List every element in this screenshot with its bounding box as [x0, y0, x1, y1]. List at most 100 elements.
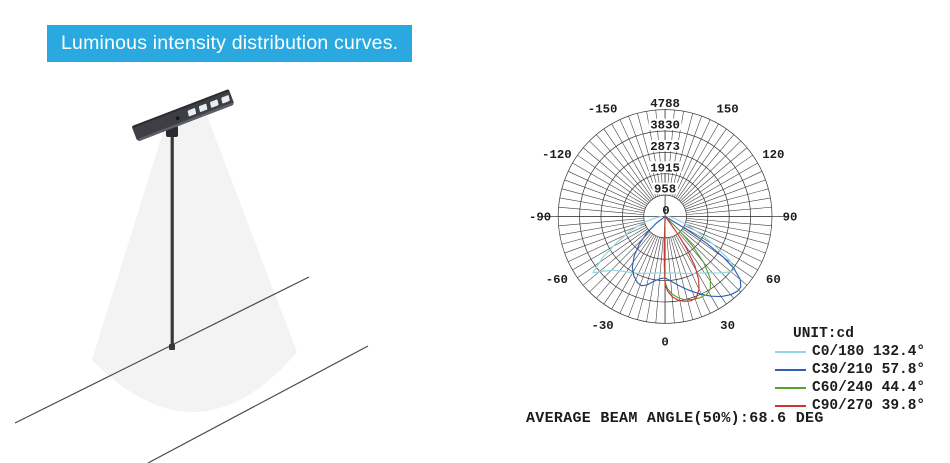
grid-spoke: [589, 231, 651, 293]
grid-spoke: [637, 237, 660, 320]
road-line-near: [147, 345, 369, 463]
legend-entry: C90/270 39.8°: [775, 397, 950, 415]
lamp-head-body: [133, 91, 234, 141]
page-title-banner: Luminous intensity distribution curves.: [47, 25, 412, 62]
grid-spoke: [686, 218, 772, 227]
grid-spoke: [559, 197, 645, 214]
radial-tick-label: 1915: [650, 161, 680, 175]
curve-C30-210: [631, 215, 742, 298]
grid-spoke: [678, 134, 735, 201]
grid-spoke: [685, 223, 766, 254]
grid-spoke: [670, 113, 694, 196]
polar-curves: [592, 215, 742, 302]
grid-spoke: [558, 206, 644, 215]
legend-entry-label: C0/180 132.4°: [812, 344, 926, 360]
legend-entry: C30/210 57.8°: [775, 361, 950, 379]
grid-spoke: [589, 140, 651, 202]
legend-entry-label: C90/270 39.8°: [812, 398, 926, 414]
angle-tick-label: 150: [716, 102, 738, 116]
grid-spoke: [568, 225, 646, 262]
grid-spoke: [686, 219, 771, 236]
legend-swatch-line: [775, 387, 806, 389]
grid-spoke: [564, 223, 646, 254]
grid-spoke: [561, 221, 645, 245]
grid-spoke: [564, 179, 646, 210]
sensor-dot: [175, 116, 180, 120]
grid-spoke: [628, 236, 659, 318]
angle-tick-label: 30: [720, 319, 735, 333]
grid-spoke: [577, 228, 648, 279]
radial-tick-backing: [648, 97, 682, 109]
grid-spoke: [568, 171, 646, 208]
grid-spoke: [646, 237, 662, 322]
grid-spoke: [673, 235, 711, 314]
street-lamp-illustration: [14, 89, 369, 463]
radial-tick-zero: 0: [662, 204, 669, 218]
radial-tick-label: 4788: [650, 97, 680, 111]
grid-spoke: [572, 226, 647, 271]
road-line-far: [14, 276, 310, 424]
grid-spoke: [611, 123, 655, 199]
grid-spoke: [682, 228, 753, 279]
angle-tick-label: -90: [529, 211, 551, 225]
grid-spoke: [619, 119, 657, 198]
grid-spoke: [678, 232, 735, 299]
radial-tick-backing: [652, 182, 678, 195]
luminous-intensity-polar-chart: 958 1915 2873 3830 4788 0 -150 -120 -90 -60 -30 0 30…: [529, 97, 797, 349]
grid-spoke: [685, 188, 769, 212]
grid-spoke: [596, 134, 652, 201]
angle-tick-label: 60: [766, 273, 781, 287]
beam-angle-caption: AVERAGE BEAM ANGLE(50%):68.6 DEG: [526, 410, 824, 427]
grid-spoke: [572, 162, 647, 207]
grid-spoke: [673, 119, 711, 198]
radial-tick-backing: [648, 118, 682, 131]
curve-C0-180: [592, 215, 736, 275]
grid-spoke: [577, 154, 648, 205]
angle-tick-label: -150: [588, 102, 618, 116]
grid-spoke: [677, 128, 727, 200]
radial-tick-label: 958: [654, 183, 676, 197]
radial-tick-label: 3830: [650, 119, 680, 133]
grid-spoke: [686, 206, 772, 215]
solar-panel-cell: [221, 95, 230, 104]
angle-tick-label: 0: [661, 336, 668, 350]
grid-spoke: [668, 237, 684, 322]
page-title: Luminous intensity distribution curves.: [61, 32, 399, 54]
angle-tick-label: -120: [542, 148, 572, 162]
legend-swatch-line: [775, 369, 806, 371]
angle-tick-label: 120: [762, 148, 784, 162]
legend-unit-label: UNIT:cd: [793, 326, 854, 342]
lamp-pole: [170, 133, 174, 347]
solar-panel-cell: [187, 108, 197, 117]
radial-tick-label: 2873: [650, 140, 680, 154]
light-cone: [92, 116, 297, 413]
grid-spoke: [682, 154, 753, 205]
polar-axis-labels: 958 1915 2873 3830 4788 0 -150 -120 -90 -60 -30 0 30…: [529, 97, 797, 349]
grid-spoke: [683, 162, 758, 207]
grid-spoke: [683, 226, 758, 271]
grid-spoke: [680, 231, 741, 293]
grid-spoke: [603, 128, 654, 200]
legend-entries: C0/180 132.4° C30/210 57.8° C60/240 44.4° C…: [775, 343, 950, 415]
chart-legend: UNIT:cd C0/180 132.4° C30/210 57.8° C60/24…: [775, 325, 950, 415]
grid-spoke: [561, 188, 645, 212]
grid-spoke: [685, 179, 766, 210]
legend-entry: C0/180 132.4°: [775, 343, 950, 361]
grid-spoke: [675, 123, 719, 199]
radial-tick-backing: [648, 161, 682, 173]
grid-spoke: [681, 230, 748, 286]
grid-spoke: [655, 237, 664, 323]
grid-spoke: [670, 237, 694, 320]
angle-tick-label: -60: [546, 273, 568, 287]
grid-spoke: [681, 147, 748, 203]
grid-spoke: [596, 232, 652, 299]
grid-spoke: [680, 140, 741, 202]
grid-spoke: [685, 221, 769, 245]
grid-spoke: [637, 113, 660, 196]
radial-tick-backing: [648, 140, 682, 152]
grid-spoke: [583, 147, 649, 203]
legend-entry-label: C60/240 44.4°: [812, 380, 926, 396]
angle-tick-label: -30: [591, 319, 613, 333]
solar-panel-cell: [198, 103, 208, 112]
legend-swatch-line: [775, 351, 806, 353]
